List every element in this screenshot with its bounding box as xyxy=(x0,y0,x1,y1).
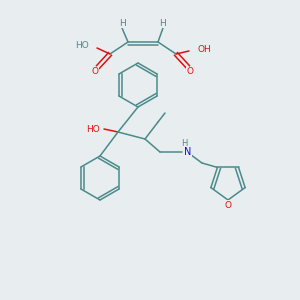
Text: H: H xyxy=(181,139,187,148)
Text: OH: OH xyxy=(197,44,211,53)
Text: O: O xyxy=(187,68,194,76)
Text: H: H xyxy=(160,19,167,28)
Text: N: N xyxy=(184,147,191,157)
Text: HO: HO xyxy=(75,41,89,50)
Text: H: H xyxy=(118,19,125,28)
Text: O: O xyxy=(224,200,232,209)
Text: HO: HO xyxy=(86,124,100,134)
Text: O: O xyxy=(92,68,98,76)
